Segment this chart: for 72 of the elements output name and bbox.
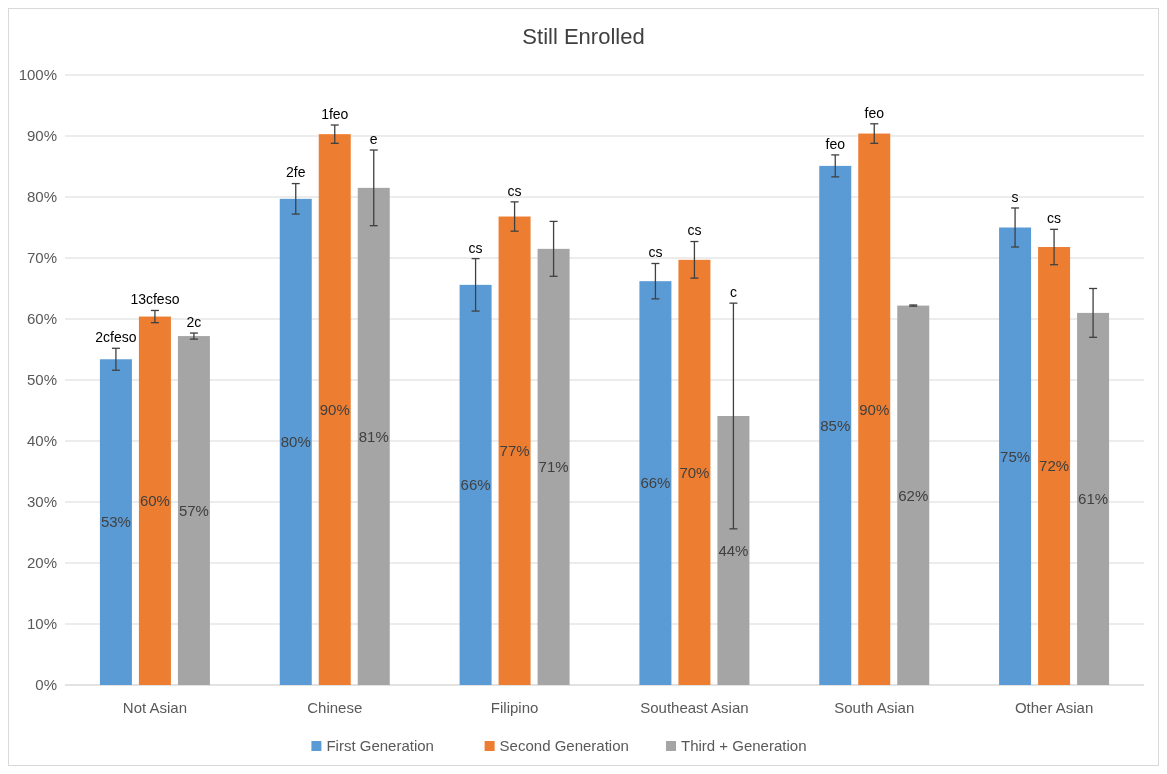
legend-label: Third + Generation [681,737,807,755]
annotation: 2fe [286,164,306,181]
annotation: 2c [186,313,202,330]
bar [318,134,351,685]
bar [99,359,132,685]
data-label: 72% [1039,457,1070,475]
annotation: 1feo [321,105,349,122]
annotation: cs [687,222,702,239]
annotation: c [729,284,737,301]
bar [498,216,531,685]
x-tick-label: Not Asian [122,699,188,716]
bar [279,198,312,685]
x-tick-label: Southeast Asian [640,699,749,716]
data-label: 90% [319,400,350,418]
bar [537,248,570,685]
data-label: 61% [1078,490,1109,508]
annotation: cs [648,244,663,261]
bar [897,305,930,685]
x-tick-label: Chinese [307,699,363,716]
annotation: e [369,130,378,147]
y-tick-label: 10% [26,615,57,633]
annotation: cs [468,239,483,256]
bar [1077,312,1110,685]
data-label: 85% [820,416,851,434]
bar [177,336,210,685]
annotation: cs [507,182,522,199]
data-label: 81% [358,427,389,445]
y-tick-label: 60% [26,310,57,328]
data-label: 62% [898,486,929,504]
bar [1038,247,1071,685]
annotation: feo [864,104,885,121]
data-label: 57% [178,501,209,519]
y-tick-label: 0% [35,676,57,694]
data-label: 75% [1000,447,1031,465]
annotation: 13cfeso [130,291,180,308]
y-tick-label: 90% [26,127,57,145]
data-label: 71% [538,458,569,476]
bar [999,227,1032,685]
y-tick-label: 50% [26,371,57,389]
annotation: cs [1047,210,1062,227]
legend-label: Second Generation [499,737,629,755]
bar [717,415,750,685]
data-label: 60% [139,492,170,510]
bar [357,187,390,685]
y-tick-label: 30% [26,493,57,511]
bar [138,316,171,685]
x-tick-label: South Asian [834,699,915,716]
data-label: 80% [280,433,311,451]
annotation: s [1011,188,1019,205]
data-label: 70% [679,463,710,481]
data-label: 66% [460,476,491,494]
annotation: 2cfeso [95,329,137,346]
x-tick-label: Other Asian [1014,699,1094,716]
y-tick-label: 80% [26,188,57,206]
x-tick-label: Filipino [490,699,539,716]
bar [678,259,711,685]
y-tick-label: 70% [26,249,57,267]
data-label: 77% [499,442,530,460]
data-label: 44% [718,541,749,559]
data-label: 53% [100,513,131,531]
bar [858,133,891,685]
annotation: feo [825,135,846,152]
y-tick-label: 20% [26,554,57,572]
y-tick-label: 100% [18,66,57,84]
chart-title: Still Enrolled [522,24,645,49]
y-tick-label: 40% [26,432,57,450]
bar [819,165,852,685]
data-label: 90% [859,400,890,418]
data-label: 66% [640,474,671,492]
legend-label: First Generation [326,737,434,755]
bar [459,284,492,685]
bar [639,281,672,685]
